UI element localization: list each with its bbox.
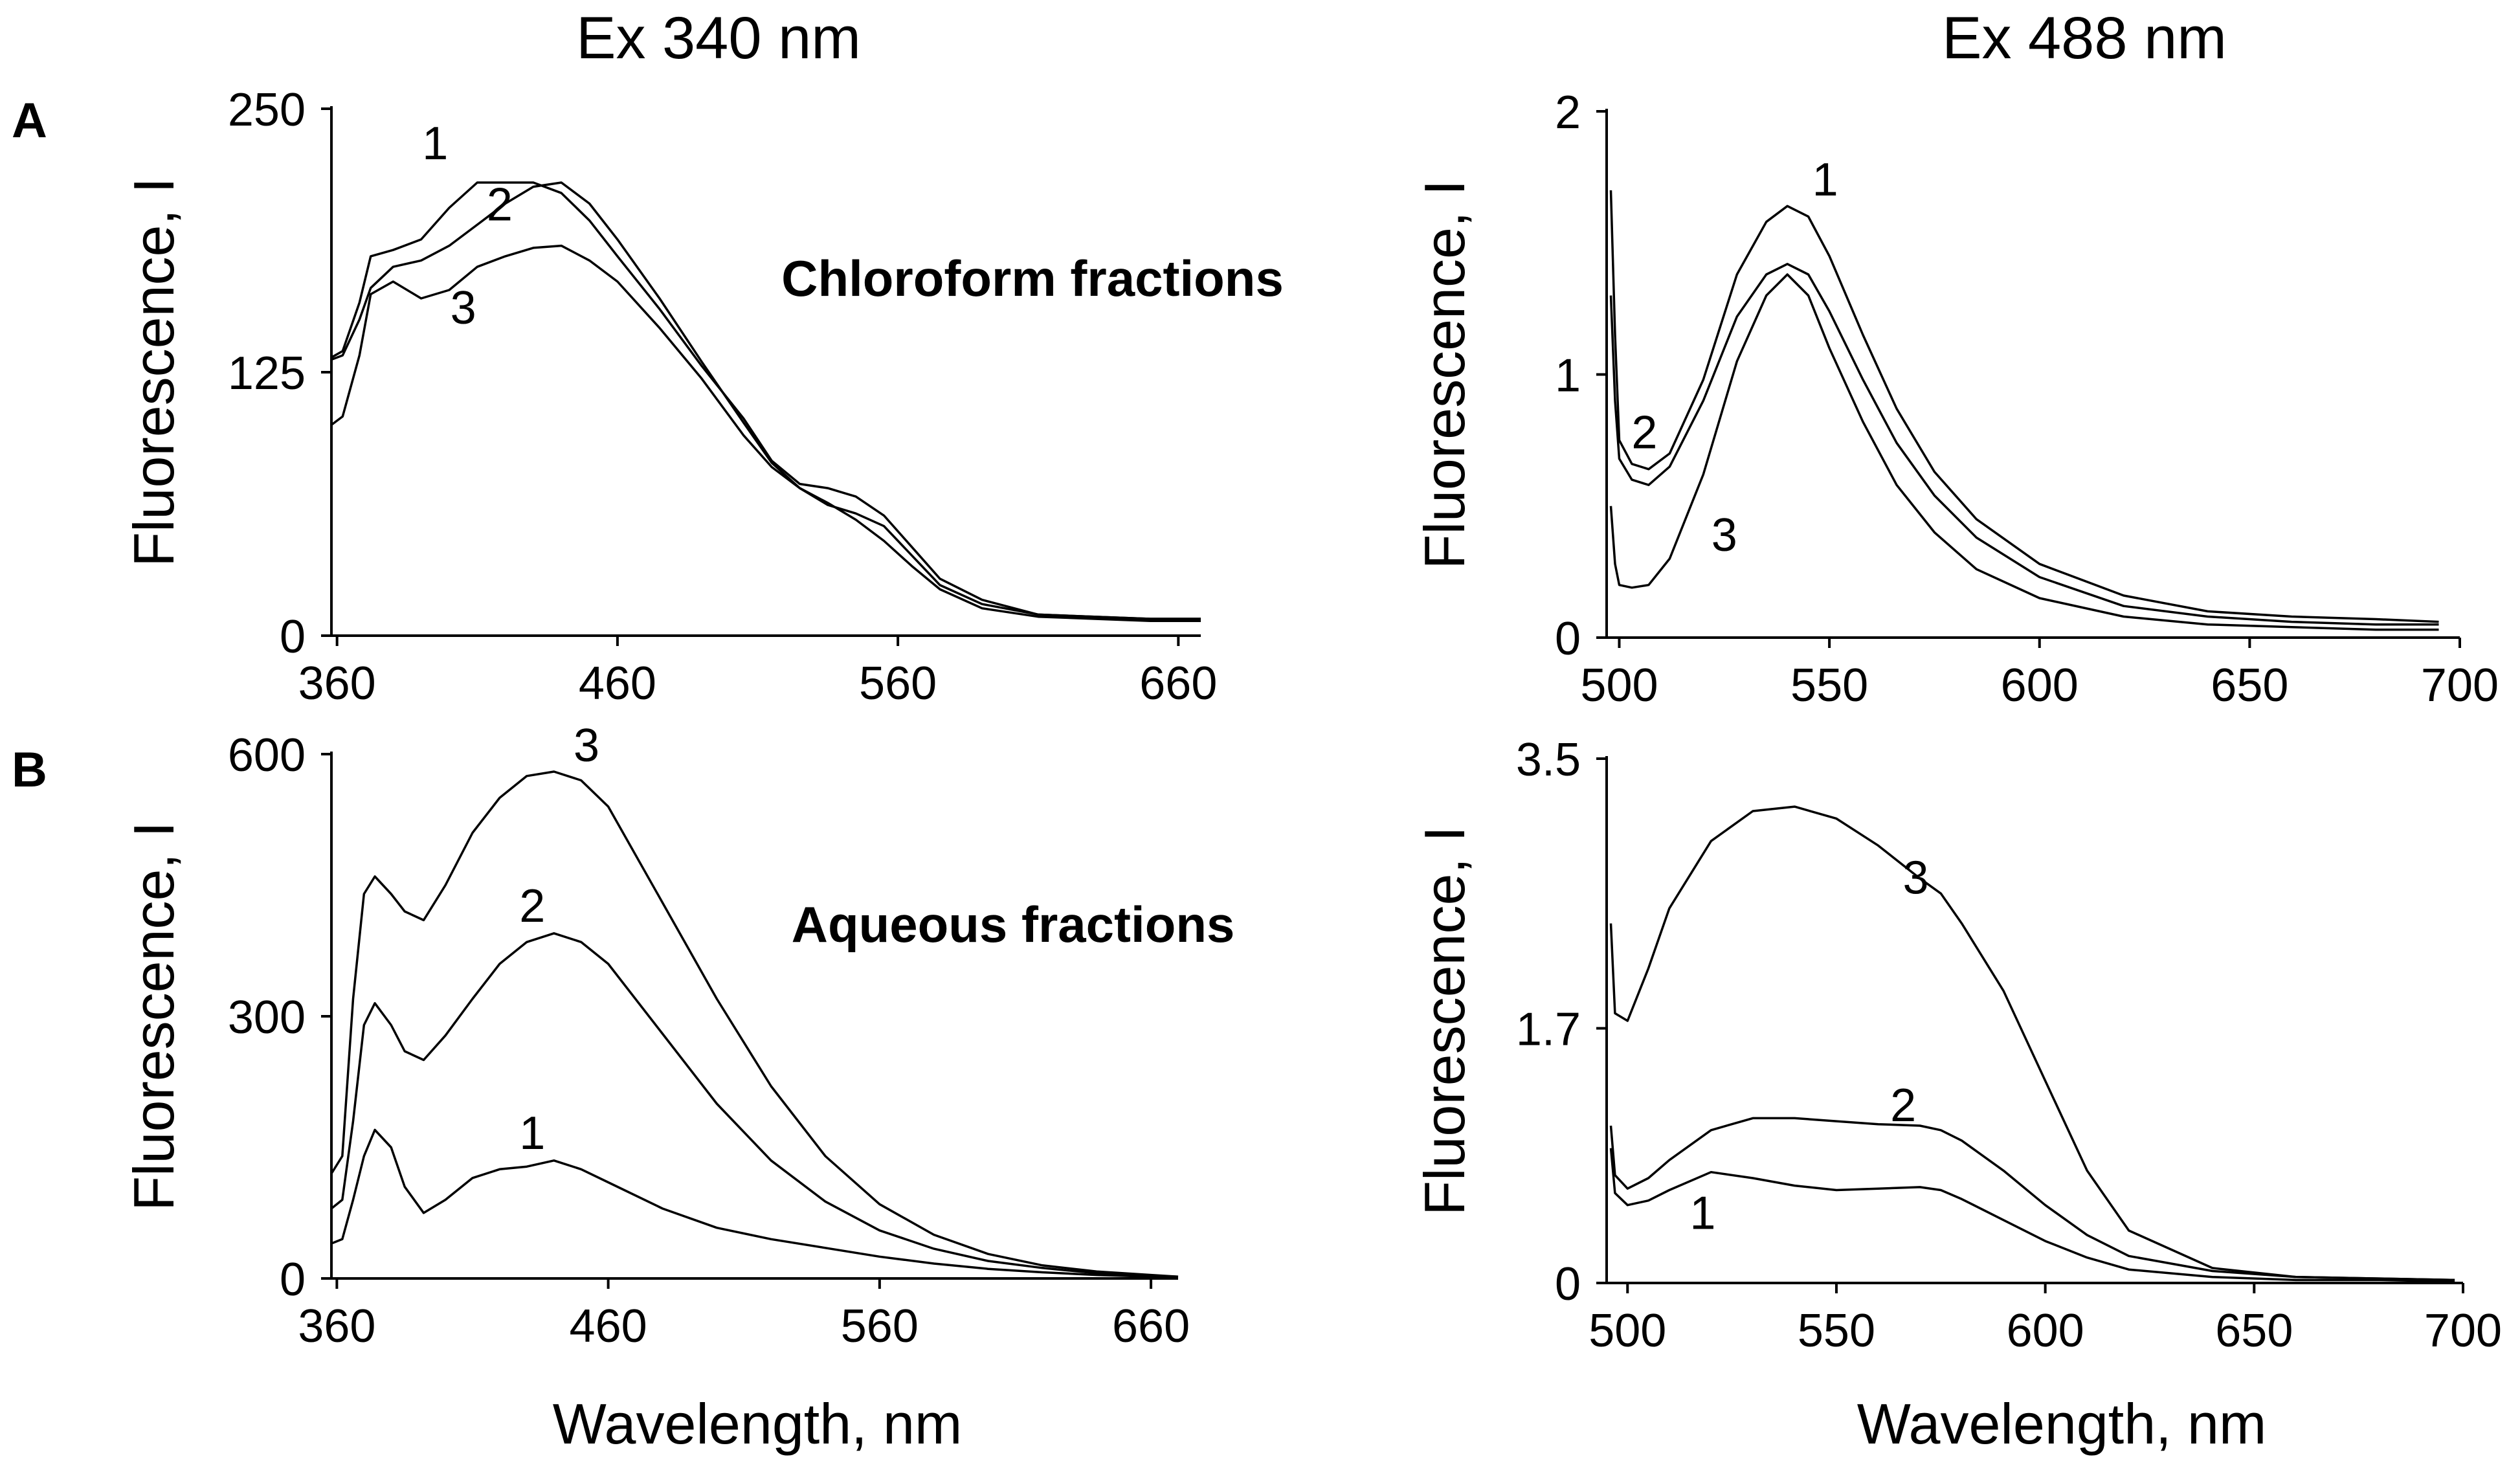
panel-b2-x-tick-label: 550 [1798,1305,1875,1357]
panel-a1-series-3-line [330,244,1201,622]
panel-a2-x-tick-label: 600 [2001,660,2079,711]
panel-b1-series-1-label: 1 [519,1108,545,1159]
panel-a1-y-tick-label: 250 [228,84,306,136]
panel-a1-x-tick-label: 660 [1139,658,1217,709]
panel-a2-y-tick-label: 2 [1555,87,1581,139]
panel-a2-y-tick-label: 0 [1555,613,1581,665]
panel-a1-x-tick-label: 560 [859,658,937,709]
panel-b1-y-tick-label: 600 [228,730,306,781]
panel-b1-series-3-line [330,770,1179,1278]
panel-b2-series-3-label: 3 [1903,852,1929,904]
panel-b2-y-tick-label: 3.5 [1516,734,1581,786]
panel-a1-x-tick-label: 360 [298,658,376,709]
panel-b2-y-tick-label: 0 [1555,1258,1581,1310]
panel-a2-x-tick-label: 500 [1580,660,1658,711]
panel-a2-x-tick-label: 700 [2421,660,2499,711]
panel-b1-series-1-line [331,1128,1179,1279]
chart-panel-a-ex340: 360 460 560 660 0 125 250 Fluorescence, I 123 Chl… [122,84,1284,709]
panel-b2-series-2-label: 2 [1890,1080,1916,1132]
panel-b2-series-1-line [1609,1148,2455,1283]
panel-a1-series-1-line [331,181,1201,620]
panel-a2-series-3-line [1609,273,2439,631]
panel-b2-x-tick-label: 600 [2007,1305,2084,1357]
panel-b1-series-2-line [330,932,1179,1278]
panel-b2-series-2-line [1609,1117,2455,1282]
panel-a2-series-1-line [1609,190,2439,623]
xlabel-left: Wavelength, nm [553,1392,963,1456]
panel-a2-series-2-label: 2 [1631,407,1657,458]
panel-b1-x-tick-label: 360 [298,1300,375,1352]
panel-b2-series-1-label: 1 [1689,1188,1715,1240]
panel-b1-series-2-label: 2 [519,880,545,932]
panel-a2-y-axis-label: Fluorescence, I [1412,180,1477,570]
panel-a1-series-2-line [331,181,1201,620]
panel-letter-a: A [12,93,47,148]
panel-b1-series-3-label: 3 [574,720,599,772]
panel-a1-annotation: Chloroform fractions [781,250,1284,307]
panel-a2-y-tick-label: 1 [1555,350,1581,402]
panel-a1-y-axis-label: Fluorescence, I [122,177,186,567]
panel-b1-y-tick-label: 0 [280,1254,306,1306]
panel-a2-x-tick-label: 550 [1790,660,1868,711]
panel-b2-x-tick-label: 500 [1589,1305,1666,1357]
panel-b1-y-axis-label: Fluorescence, I [122,821,186,1211]
panel-letter-b: B [12,742,47,797]
panel-b2-x-tick-label: 650 [2215,1305,2293,1357]
panel-a1-y-tick-label: 125 [228,348,306,399]
chart-panel-b-ex488: 500 550 600 650 700 0 1.7 3.5 Fluorescence, I 1 2 3 [1412,734,2502,1357]
panel-b1-annotation: Aqueous fractions [792,896,1235,953]
panel-a1-x-tick-label: 460 [579,658,656,709]
panel-a2-series-3-label: 3 [1712,509,1737,561]
xlabel-right: Wavelength, nm [1857,1392,2267,1456]
panel-a1-series-2-label: 2 [487,179,513,231]
panel-b1-x-tick-label: 560 [841,1300,919,1352]
column-title-ex488: Ex 488 nm [1942,5,2227,71]
chart-panel-b-ex340: 360 460 560 660 0 300 600 Fluorescence, I 1 2 3 Aqu… [122,720,1234,1352]
panel-b2-y-axis-label: Fluorescence, I [1412,826,1477,1216]
panel-a2-series-2-line [1609,263,2439,626]
column-title-ex340: Ex 340 nm [576,5,861,71]
panel-b2-series-3-line [1609,805,2455,1282]
panel-b1-x-tick-label: 660 [1112,1300,1190,1352]
panel-b1-x-tick-label: 460 [570,1300,647,1352]
panel-a2-x-tick-label: 650 [2211,660,2288,711]
panel-b1-y-tick-label: 300 [228,992,306,1043]
panel-a2-series-1-label: 1 [1812,154,1838,206]
panel-a1-series-1-label: 1 [422,118,448,170]
panel-a1-series-3-label: 3 [451,282,476,334]
panel-a1-y-tick-label: 0 [280,611,306,663]
panel-b2-x-tick-label: 700 [2424,1305,2502,1357]
panel-b2-y-tick-label: 1.7 [1516,1004,1581,1056]
